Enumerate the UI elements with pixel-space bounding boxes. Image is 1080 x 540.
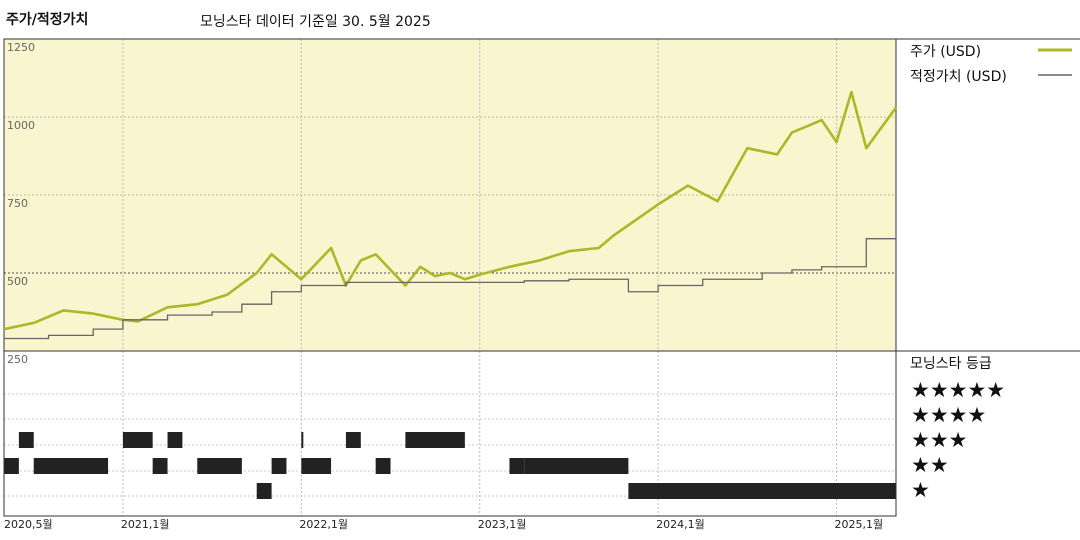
- rating-5-stars: ★★★★★: [911, 378, 1006, 402]
- series-line-price: [3, 90, 898, 331]
- rating-bar: [524, 458, 629, 474]
- rating-bar: [4, 458, 19, 474]
- plot-frame: [3, 38, 897, 517]
- legend-price: 주가 (USD): [910, 41, 981, 61]
- legend-fair-value-label: 적정가치 (USD): [910, 69, 1007, 85]
- rating-bar: [197, 458, 242, 474]
- rating-4-stars: ★★★★: [911, 403, 987, 427]
- x-tick-label: 2021,1월: [121, 518, 170, 531]
- rating-bar: [301, 432, 304, 448]
- rating-bar: [375, 458, 391, 474]
- rating-bar: [405, 432, 465, 448]
- x-tick-label: 2020,5월: [4, 518, 53, 531]
- y-tick-label: 500: [7, 275, 28, 288]
- rating-bar: [33, 458, 109, 474]
- rating-bar: [122, 432, 153, 448]
- rating-1-star: ★: [911, 478, 930, 502]
- rating-bar: [345, 432, 361, 448]
- rating-2-stars: ★★: [911, 453, 949, 477]
- rating-bar: [628, 483, 896, 499]
- x-tick-label: 2022,1월: [299, 518, 348, 531]
- rating-title: 모닝스타 등급: [910, 356, 992, 372]
- y-tick-label: 250: [7, 353, 28, 366]
- chart-title: 주가/적정가치: [6, 12, 89, 28]
- legend-fair-value-swatch: [1038, 74, 1072, 76]
- rating-bar: [256, 483, 272, 499]
- rating-bar: [301, 458, 332, 474]
- rating-bar: [509, 458, 525, 474]
- series-line-fair-value: [4, 238, 896, 340]
- rating-bar: [167, 432, 183, 448]
- legend-price-label: 주가 (USD): [910, 44, 982, 60]
- legend-price-swatch: [1038, 48, 1072, 52]
- x-tick-label: 2025,1월: [835, 518, 884, 531]
- chart-subtitle: 모닝스타 데이터 기준일 30. 5월 2025: [200, 14, 431, 30]
- rating-3-stars: ★★★: [911, 428, 968, 452]
- y-tick-label: 1000: [7, 119, 35, 132]
- x-tick-label: 2023,1월: [478, 518, 527, 531]
- x-tick-label: 2024,1월: [656, 518, 705, 531]
- legend-fair-value: 적정가치 (USD): [910, 66, 1007, 86]
- y-tick-label: 1250: [7, 41, 35, 54]
- y-tick-label: 750: [7, 197, 28, 210]
- rating-bar: [152, 458, 168, 474]
- rating-bar: [271, 458, 287, 474]
- rating-bar: [18, 432, 34, 448]
